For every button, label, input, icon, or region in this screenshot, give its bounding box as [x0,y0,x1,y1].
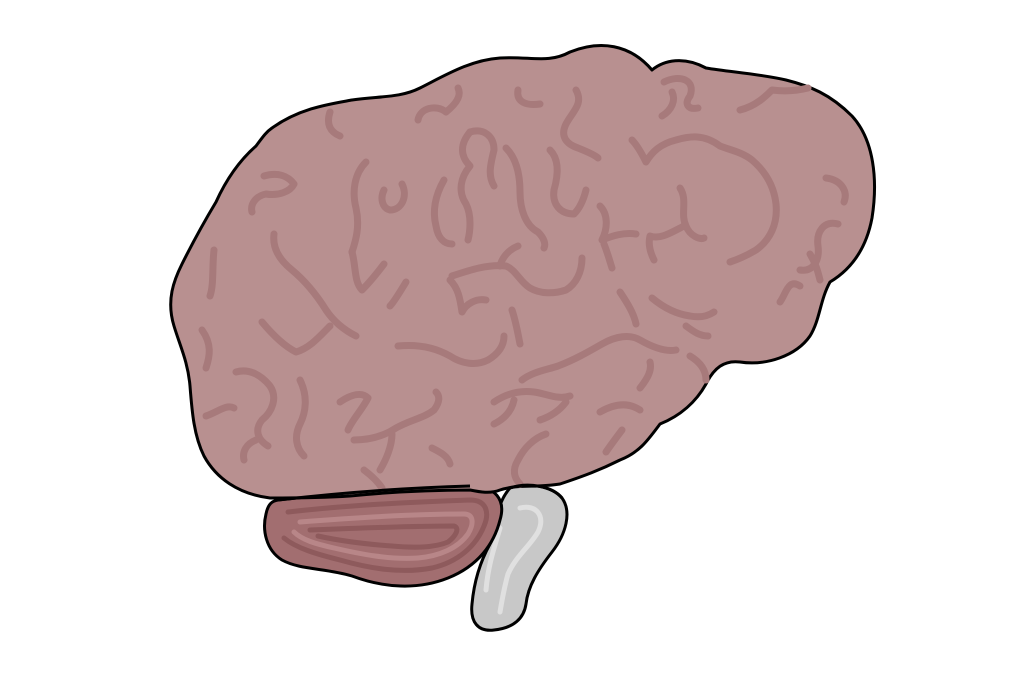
cerebrum [169,44,877,500]
cerebellum [263,484,504,588]
cerebrum-sulci [198,75,849,492]
